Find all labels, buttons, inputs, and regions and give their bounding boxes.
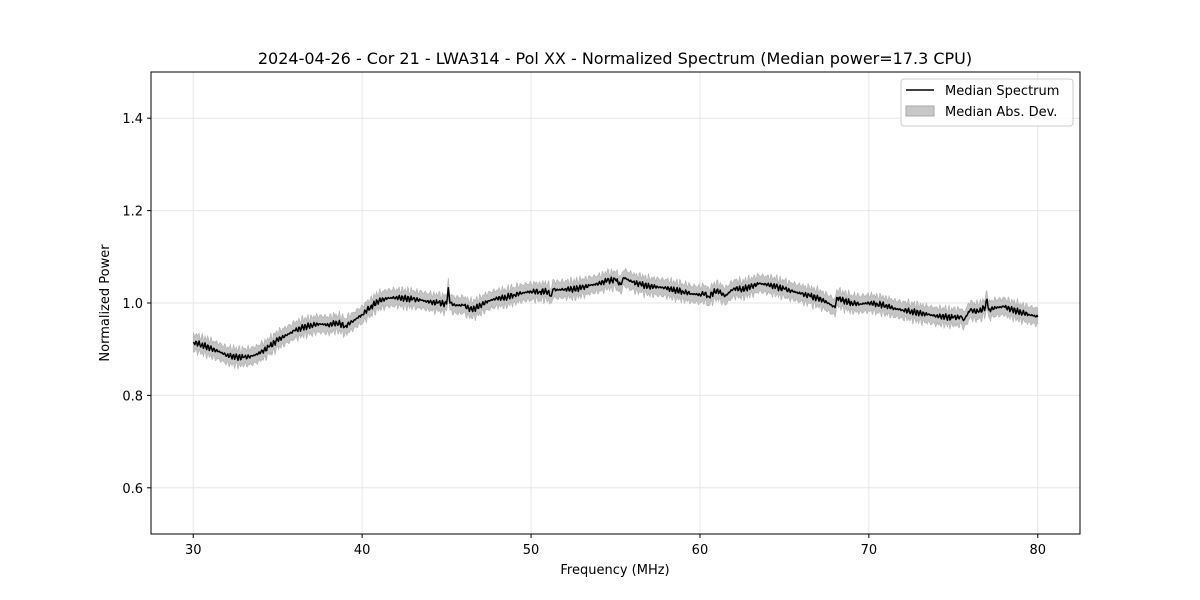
y-axis-label: Normalized Power [98, 244, 113, 362]
x-tick-label: 70 [861, 543, 878, 558]
y-tick-label: 1.0 [122, 297, 143, 312]
median-line-layer [192, 276, 1039, 362]
legend-median-label: Median Spectrum [945, 84, 1059, 99]
median-spectrum-line [192, 276, 1039, 362]
y-tick-label: 0.6 [122, 482, 143, 497]
y-tick-label: 0.8 [122, 389, 143, 404]
y-tick-label: 1.2 [122, 205, 143, 220]
mad-band-layer [192, 267, 1039, 370]
legend: Median Spectrum Median Abs. Dev. [900, 78, 1074, 127]
plot-frame [150, 71, 1081, 535]
y-axis-ticks: 0.6 0.8 1.0 1.2 1.4 [122, 112, 151, 497]
x-tick-label: 60 [692, 543, 709, 558]
x-tick-label: 50 [523, 543, 540, 558]
median-abs-dev-band [192, 267, 1039, 370]
x-tick-label: 80 [1029, 543, 1046, 558]
grid [151, 72, 1080, 534]
legend-mad-label: Median Abs. Dev. [945, 105, 1057, 120]
x-tick-label: 30 [185, 543, 202, 558]
x-axis-ticks: 30 40 50 60 70 80 [185, 534, 1046, 558]
y-tick-label: 1.4 [122, 112, 143, 127]
x-axis-label: Frequency (MHz) [560, 563, 669, 578]
legend-box [900, 78, 1074, 127]
legend-mad-swatch [905, 105, 935, 117]
x-tick-label: 40 [354, 543, 371, 558]
chart-title: 2024-04-26 - Cor 21 - LWA314 - Pol XX - … [258, 49, 972, 68]
